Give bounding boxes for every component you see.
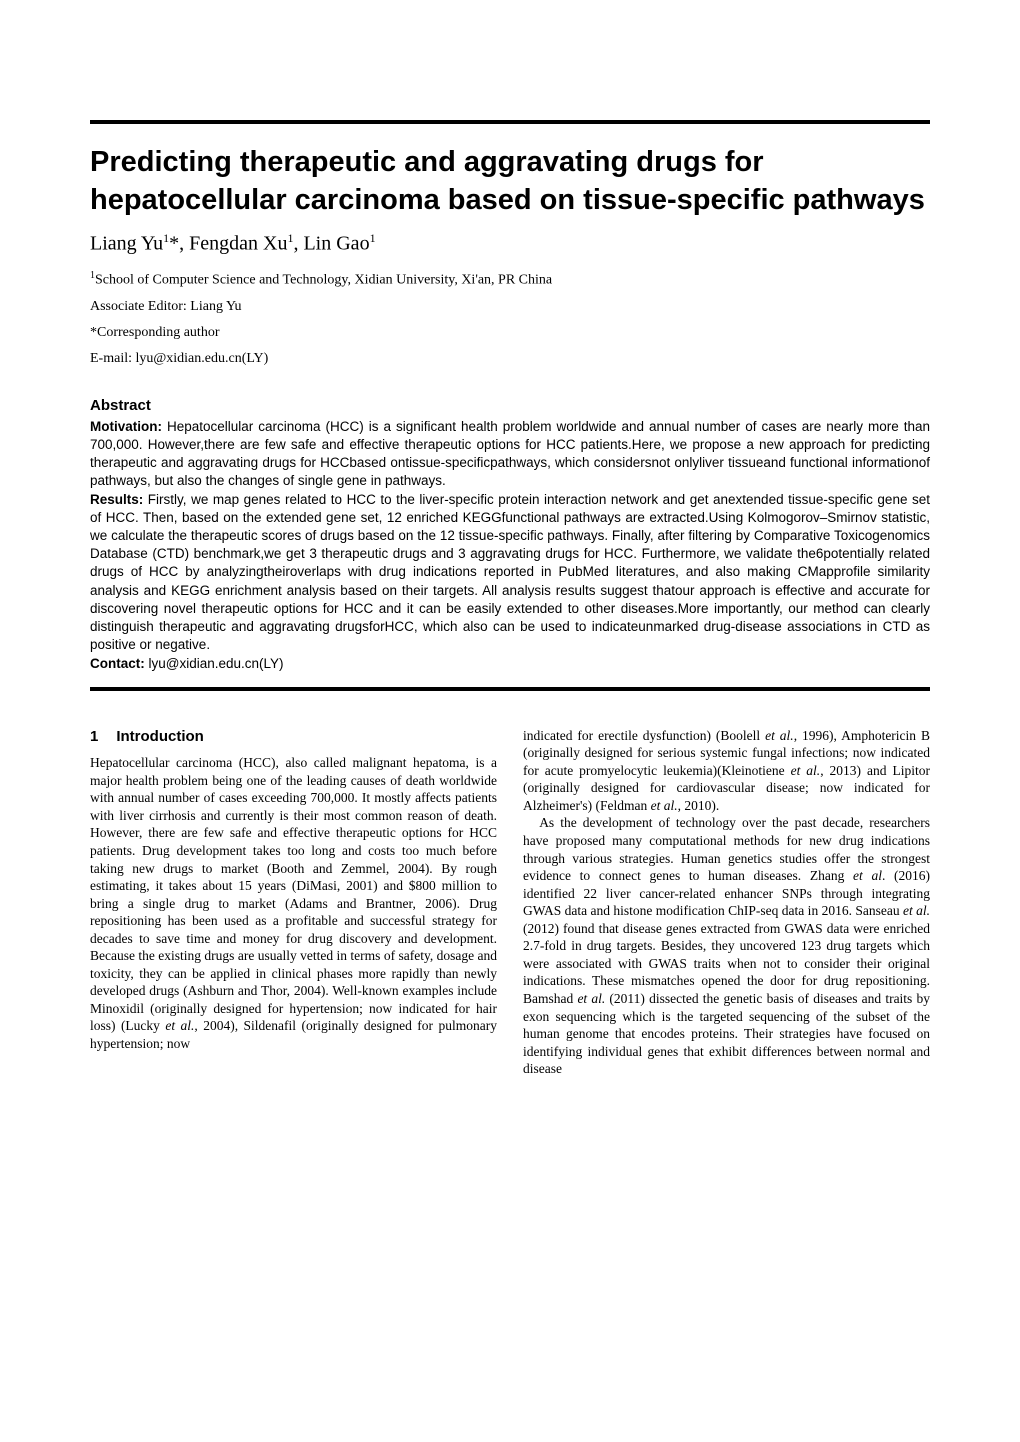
associate-editor-line: Associate Editor: Liang Yu — [90, 299, 930, 315]
top-divider-rule — [90, 120, 930, 124]
results-text: Firstly, we map genes related to HCC to … — [90, 492, 930, 653]
corresponding-author-line: *Corresponding author — [90, 325, 930, 341]
column-left: 1 Introduction Hepatocellular carcinoma (… — [90, 727, 497, 1078]
motivation-text: Hepatocellular carcinoma (HCC) is a sign… — [90, 419, 930, 489]
body-paragraph: indicated for erectile dysfunction) (Boo… — [523, 727, 930, 815]
column-right: indicated for erectile dysfunction) (Boo… — [523, 727, 930, 1078]
section-number: 1 — [90, 728, 98, 745]
mid-divider-rule — [90, 687, 930, 691]
contact-text: lyu@xidian.edu.cn(LY) — [145, 656, 284, 671]
section-heading-introduction: 1 Introduction — [90, 727, 497, 747]
affiliation-line: 1School of Computer Science and Technolo… — [90, 270, 930, 289]
section-title: Introduction — [116, 728, 203, 745]
motivation-label: Motivation: — [90, 419, 162, 434]
email-line: E-mail: lyu@xidian.edu.cn(LY) — [90, 351, 930, 367]
body-paragraph: As the development of technology over th… — [523, 814, 930, 1077]
paper-title: Predicting therapeutic and aggravating d… — [90, 144, 930, 219]
contact-label: Contact: — [90, 656, 145, 671]
authors-line: Liang Yu1*, Fengdan Xu1, Lin Gao1 — [90, 231, 930, 256]
abstract-heading: Abstract — [90, 397, 930, 414]
body-paragraph: Hepatocellular carcinoma (HCC), also cal… — [90, 754, 497, 1052]
results-label: Results: — [90, 492, 143, 507]
abstract-body: Motivation: Hepatocellular carcinoma (HC… — [90, 418, 930, 673]
two-column-body: 1 Introduction Hepatocellular carcinoma (… — [90, 727, 930, 1078]
